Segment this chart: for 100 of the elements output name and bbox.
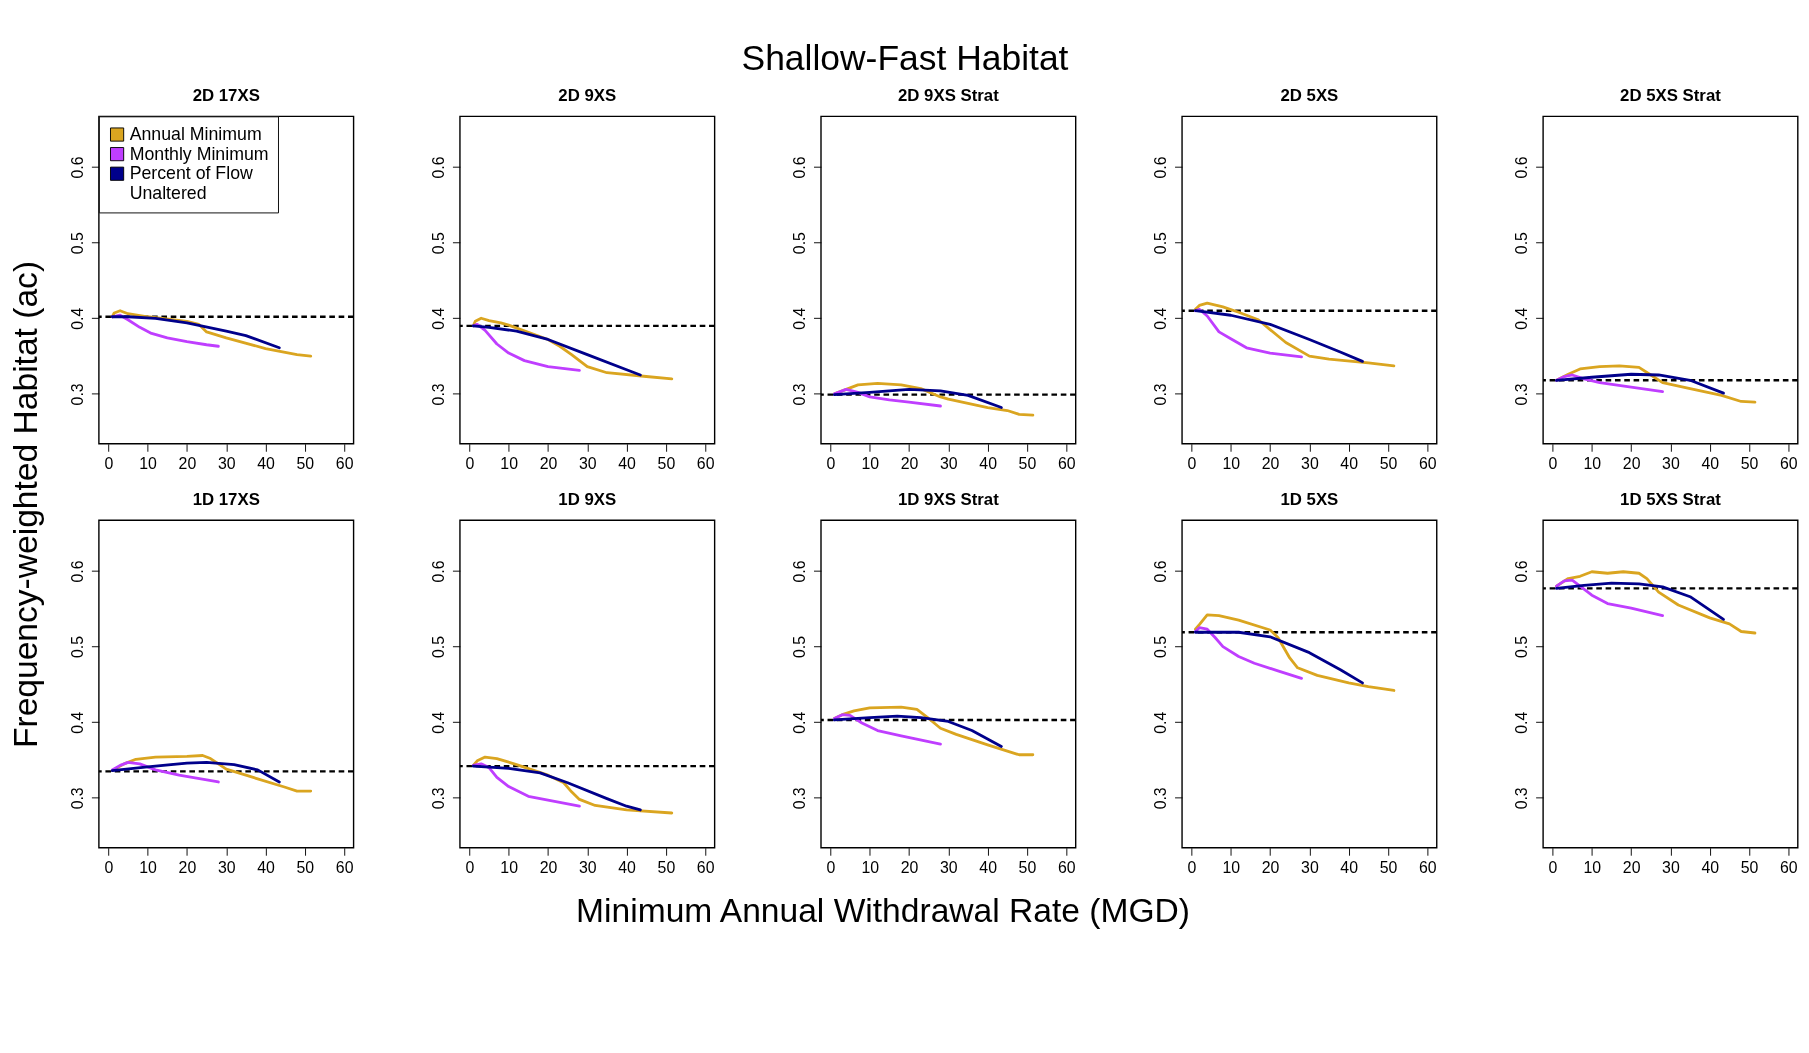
x-tick-label: 50 xyxy=(1740,859,1759,877)
x-tick-label: 60 xyxy=(1057,859,1076,877)
x-tick-label: 30 xyxy=(1301,859,1319,877)
line-series xyxy=(1194,630,1364,685)
legend-label: Percent of Flow Unaltered xyxy=(129,163,253,203)
y-tick-label: 0.5 xyxy=(790,231,808,255)
x-tick-label: 30 xyxy=(217,455,236,473)
line-series xyxy=(1194,626,1303,680)
x-tick-label: 60 xyxy=(1418,859,1437,877)
y-tick-label: 0.4 xyxy=(1512,711,1530,734)
x-tick-label: 30 xyxy=(1662,859,1680,877)
x-tick-label: 40 xyxy=(618,859,637,877)
x-tick-label: 10 xyxy=(1222,859,1241,877)
x-tick-label: 30 xyxy=(940,455,958,473)
y-tick-label: 0.4 xyxy=(68,711,86,734)
x-tick-label: 30 xyxy=(217,859,236,877)
x-tick-label: 60 xyxy=(696,859,715,877)
chart-title: 2D 9XS xyxy=(558,86,617,106)
y-tick-label: 0.6 xyxy=(429,560,447,583)
y-tick-label: 0.3 xyxy=(790,383,808,406)
x-tick-label: 40 xyxy=(1340,455,1359,473)
x-tick-label: 40 xyxy=(1701,455,1720,473)
line-series xyxy=(471,322,581,372)
text: Frequency-weighted Habitat (ac) xyxy=(7,260,45,749)
line-series xyxy=(832,713,942,746)
line-series xyxy=(1555,581,1725,621)
text: Shallow-Fast Habitat xyxy=(741,38,1069,79)
x-tick-label: 50 xyxy=(296,859,315,877)
y-tick-label: 0.3 xyxy=(1151,787,1169,810)
x-tick-label: 60 xyxy=(1780,455,1798,473)
x-tick-label: 20 xyxy=(1261,455,1280,473)
x-tick-label: 50 xyxy=(1018,455,1037,473)
y-tick-label: 0.5 xyxy=(429,635,447,659)
x-tick-label: 30 xyxy=(578,455,597,473)
x-tick-label: 30 xyxy=(1662,455,1680,473)
chart-title: 1D 9XS Strat xyxy=(897,490,1000,510)
chart-title: 2D 5XS xyxy=(1280,86,1339,106)
x-tick-label: 50 xyxy=(1740,455,1759,473)
y-tick-label: 0.3 xyxy=(1512,383,1530,406)
x-tick-label: 50 xyxy=(1379,859,1398,877)
line-series xyxy=(1194,307,1303,359)
x-tick-label: 10 xyxy=(861,859,880,877)
x-tick-label: 50 xyxy=(657,455,676,473)
y-tick-label: 0.4 xyxy=(790,307,808,330)
y-tick-label: 0.5 xyxy=(68,635,86,659)
x-tick-label: 20 xyxy=(1622,455,1641,473)
x-tick-label: 0 xyxy=(104,455,114,473)
y-tick-label: 0.6 xyxy=(1151,560,1169,583)
y-tick-label: 0.4 xyxy=(1151,307,1169,330)
y-tick-label: 0.3 xyxy=(1151,383,1169,406)
x-tick-label: 10 xyxy=(139,859,158,877)
line-series xyxy=(1555,372,1725,395)
chart-title: 2D 17XS xyxy=(192,85,260,105)
x-tick-label: 40 xyxy=(257,859,276,877)
x-tick-label: 10 xyxy=(1583,455,1602,473)
x-tick-label: 20 xyxy=(1261,859,1280,877)
y-tick-label: 0.3 xyxy=(790,787,808,810)
y-tick-label: 0.3 xyxy=(429,383,447,406)
x-tick-label: 20 xyxy=(900,859,919,877)
x-tick-label: 40 xyxy=(618,455,637,473)
y-tick-label: 0.3 xyxy=(68,787,86,810)
y-tick-label: 0.4 xyxy=(429,307,447,330)
x-tick-label: 0 xyxy=(1548,455,1558,473)
x-tick-label: 30 xyxy=(578,859,597,877)
x-tick-label: 0 xyxy=(1187,859,1197,877)
x-tick-label: 40 xyxy=(979,859,998,877)
y-tick-label: 0.4 xyxy=(429,711,447,734)
y-tick-label: 0.4 xyxy=(1151,711,1169,734)
chart-title: 2D 5XS Strat xyxy=(1620,86,1722,106)
x-tick-label: 50 xyxy=(1018,859,1037,877)
x-tick-label: 0 xyxy=(826,859,836,877)
x-tick-label: 0 xyxy=(1187,455,1197,473)
x-tick-label: 10 xyxy=(1583,859,1602,877)
y-tick-label: 0.6 xyxy=(68,560,86,583)
y-tick-label: 0.4 xyxy=(790,711,808,734)
y-tick-label: 0.5 xyxy=(1151,231,1169,255)
x-tick-label: 40 xyxy=(1701,859,1720,877)
x-tick-label: 60 xyxy=(1418,455,1437,473)
y-tick-label: 0.6 xyxy=(1151,156,1169,179)
x-tick-label: 20 xyxy=(539,859,558,877)
x-tick-label: 10 xyxy=(139,455,158,473)
line-series xyxy=(832,387,942,408)
line-series xyxy=(110,760,281,784)
x-tick-label: 0 xyxy=(104,859,114,877)
y-tick-label: 0.3 xyxy=(68,383,86,406)
x-tick-label: 0 xyxy=(1548,859,1558,877)
y-tick-label: 0.6 xyxy=(68,156,86,179)
y-tick-label: 0.4 xyxy=(1512,307,1530,330)
x-tick-label: 50 xyxy=(296,455,315,473)
line-series xyxy=(471,764,642,812)
x-tick-label: 30 xyxy=(1301,455,1319,473)
line-series xyxy=(1555,578,1664,618)
x-tick-label: 10 xyxy=(500,455,519,473)
y-tick-label: 0.5 xyxy=(1151,635,1169,659)
line-series xyxy=(832,387,1003,409)
x-tick-label: 60 xyxy=(335,859,354,877)
y-tick-label: 0.5 xyxy=(68,231,86,255)
y-tick-label: 0.6 xyxy=(429,156,447,179)
y-tick-label: 0.6 xyxy=(1512,560,1530,583)
chart-title: 1D 5XS Strat xyxy=(1620,490,1722,510)
